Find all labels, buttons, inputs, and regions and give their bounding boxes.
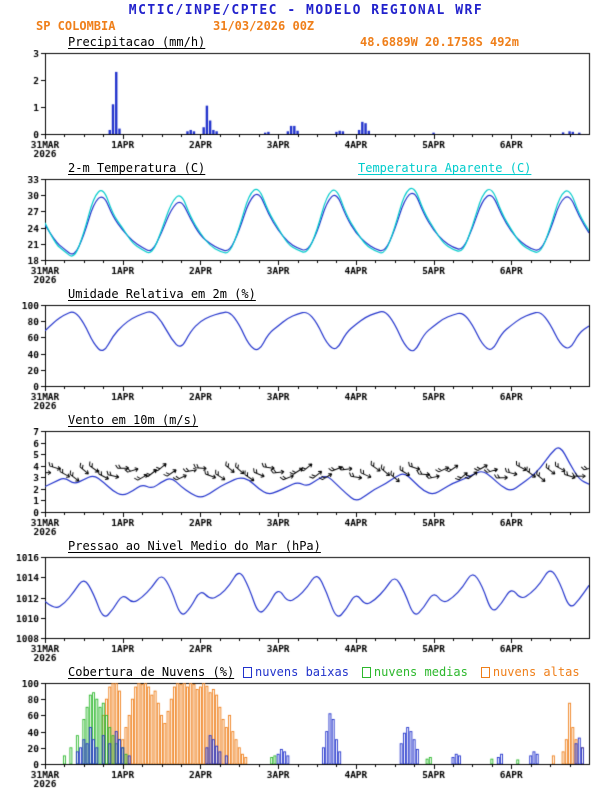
precipitation-title-row: Precipitacao (mm/h) 48.6889W 20.1758S 49… [0,35,612,50]
temperature-title-row: 2-m Temperatura (C) Temperatura Aparente… [0,161,612,176]
clouds-title: Cobertura de Nuvens (%) [68,665,235,679]
precipitation-title: Precipitacao (mm/h) [68,35,206,49]
clouds-chart [0,680,612,788]
legend-item-mid-clouds: nuvens medias [361,665,468,679]
wind-chart [0,428,612,536]
clouds-title-row: Cobertura de Nuvens (%) nuvens baixas nu… [0,665,612,680]
run-datetime: 31/03/2026 00Z [213,19,315,33]
temperature-title: 2-m Temperatura (C) [68,161,206,175]
panel-wind: Vento em 10m (m/s) [0,413,612,537]
legend-item-high-clouds: nuvens altas [480,665,580,679]
high-clouds-swatch-icon [480,666,490,678]
humidity-title: Umidade Relativa em 2m (%) [68,287,256,301]
wind-title: Vento em 10m (m/s) [68,413,199,427]
panel-precipitation: Precipitacao (mm/h) 48.6889W 20.1758S 49… [0,35,612,159]
pressure-title: Pressao ao Nivel Medio do Mar (hPa) [68,539,321,553]
legend-item-low-clouds: nuvens baixas [243,665,349,679]
header: MCTIC/INPE/CPTEC - MODELO REGIONAL WRF S… [0,0,612,35]
panel-clouds: Cobertura de Nuvens (%) nuvens baixas nu… [0,665,612,789]
mid-clouds-swatch-icon [361,666,371,678]
panel-temperature: 2-m Temperatura (C) Temperatura Aparente… [0,161,612,285]
pressure-chart [0,554,612,662]
mid-clouds-label: nuvens medias [373,665,468,679]
coords-label: 48.6889W 20.1758S 492m [360,35,519,49]
low-clouds-swatch-icon [243,666,252,678]
precipitation-chart [0,50,612,158]
panel-pressure: Pressao ao Nivel Medio do Mar (hPa) [0,539,612,663]
header-subline: SP COLOMBIA 31/03/2026 00Z [0,18,612,33]
apparent-temperature-title: Temperatura Aparente (C) [358,161,532,175]
clouds-legend: nuvens baixas nuvens medias nuvens altas [243,665,580,679]
low-clouds-label: nuvens baixas [255,665,349,679]
station-label: SP COLOMBIA [36,19,116,33]
pressure-title-row: Pressao ao Nivel Medio do Mar (hPa) [0,539,612,554]
panel-humidity: Umidade Relativa em 2m (%) [0,287,612,411]
wind-title-row: Vento em 10m (m/s) [0,413,612,428]
temperature-chart [0,176,612,284]
high-clouds-label: nuvens altas [492,665,580,679]
humidity-title-row: Umidade Relativa em 2m (%) [0,287,612,302]
page-title: MCTIC/INPE/CPTEC - MODELO REGIONAL WRF [128,3,484,18]
humidity-chart [0,302,612,410]
